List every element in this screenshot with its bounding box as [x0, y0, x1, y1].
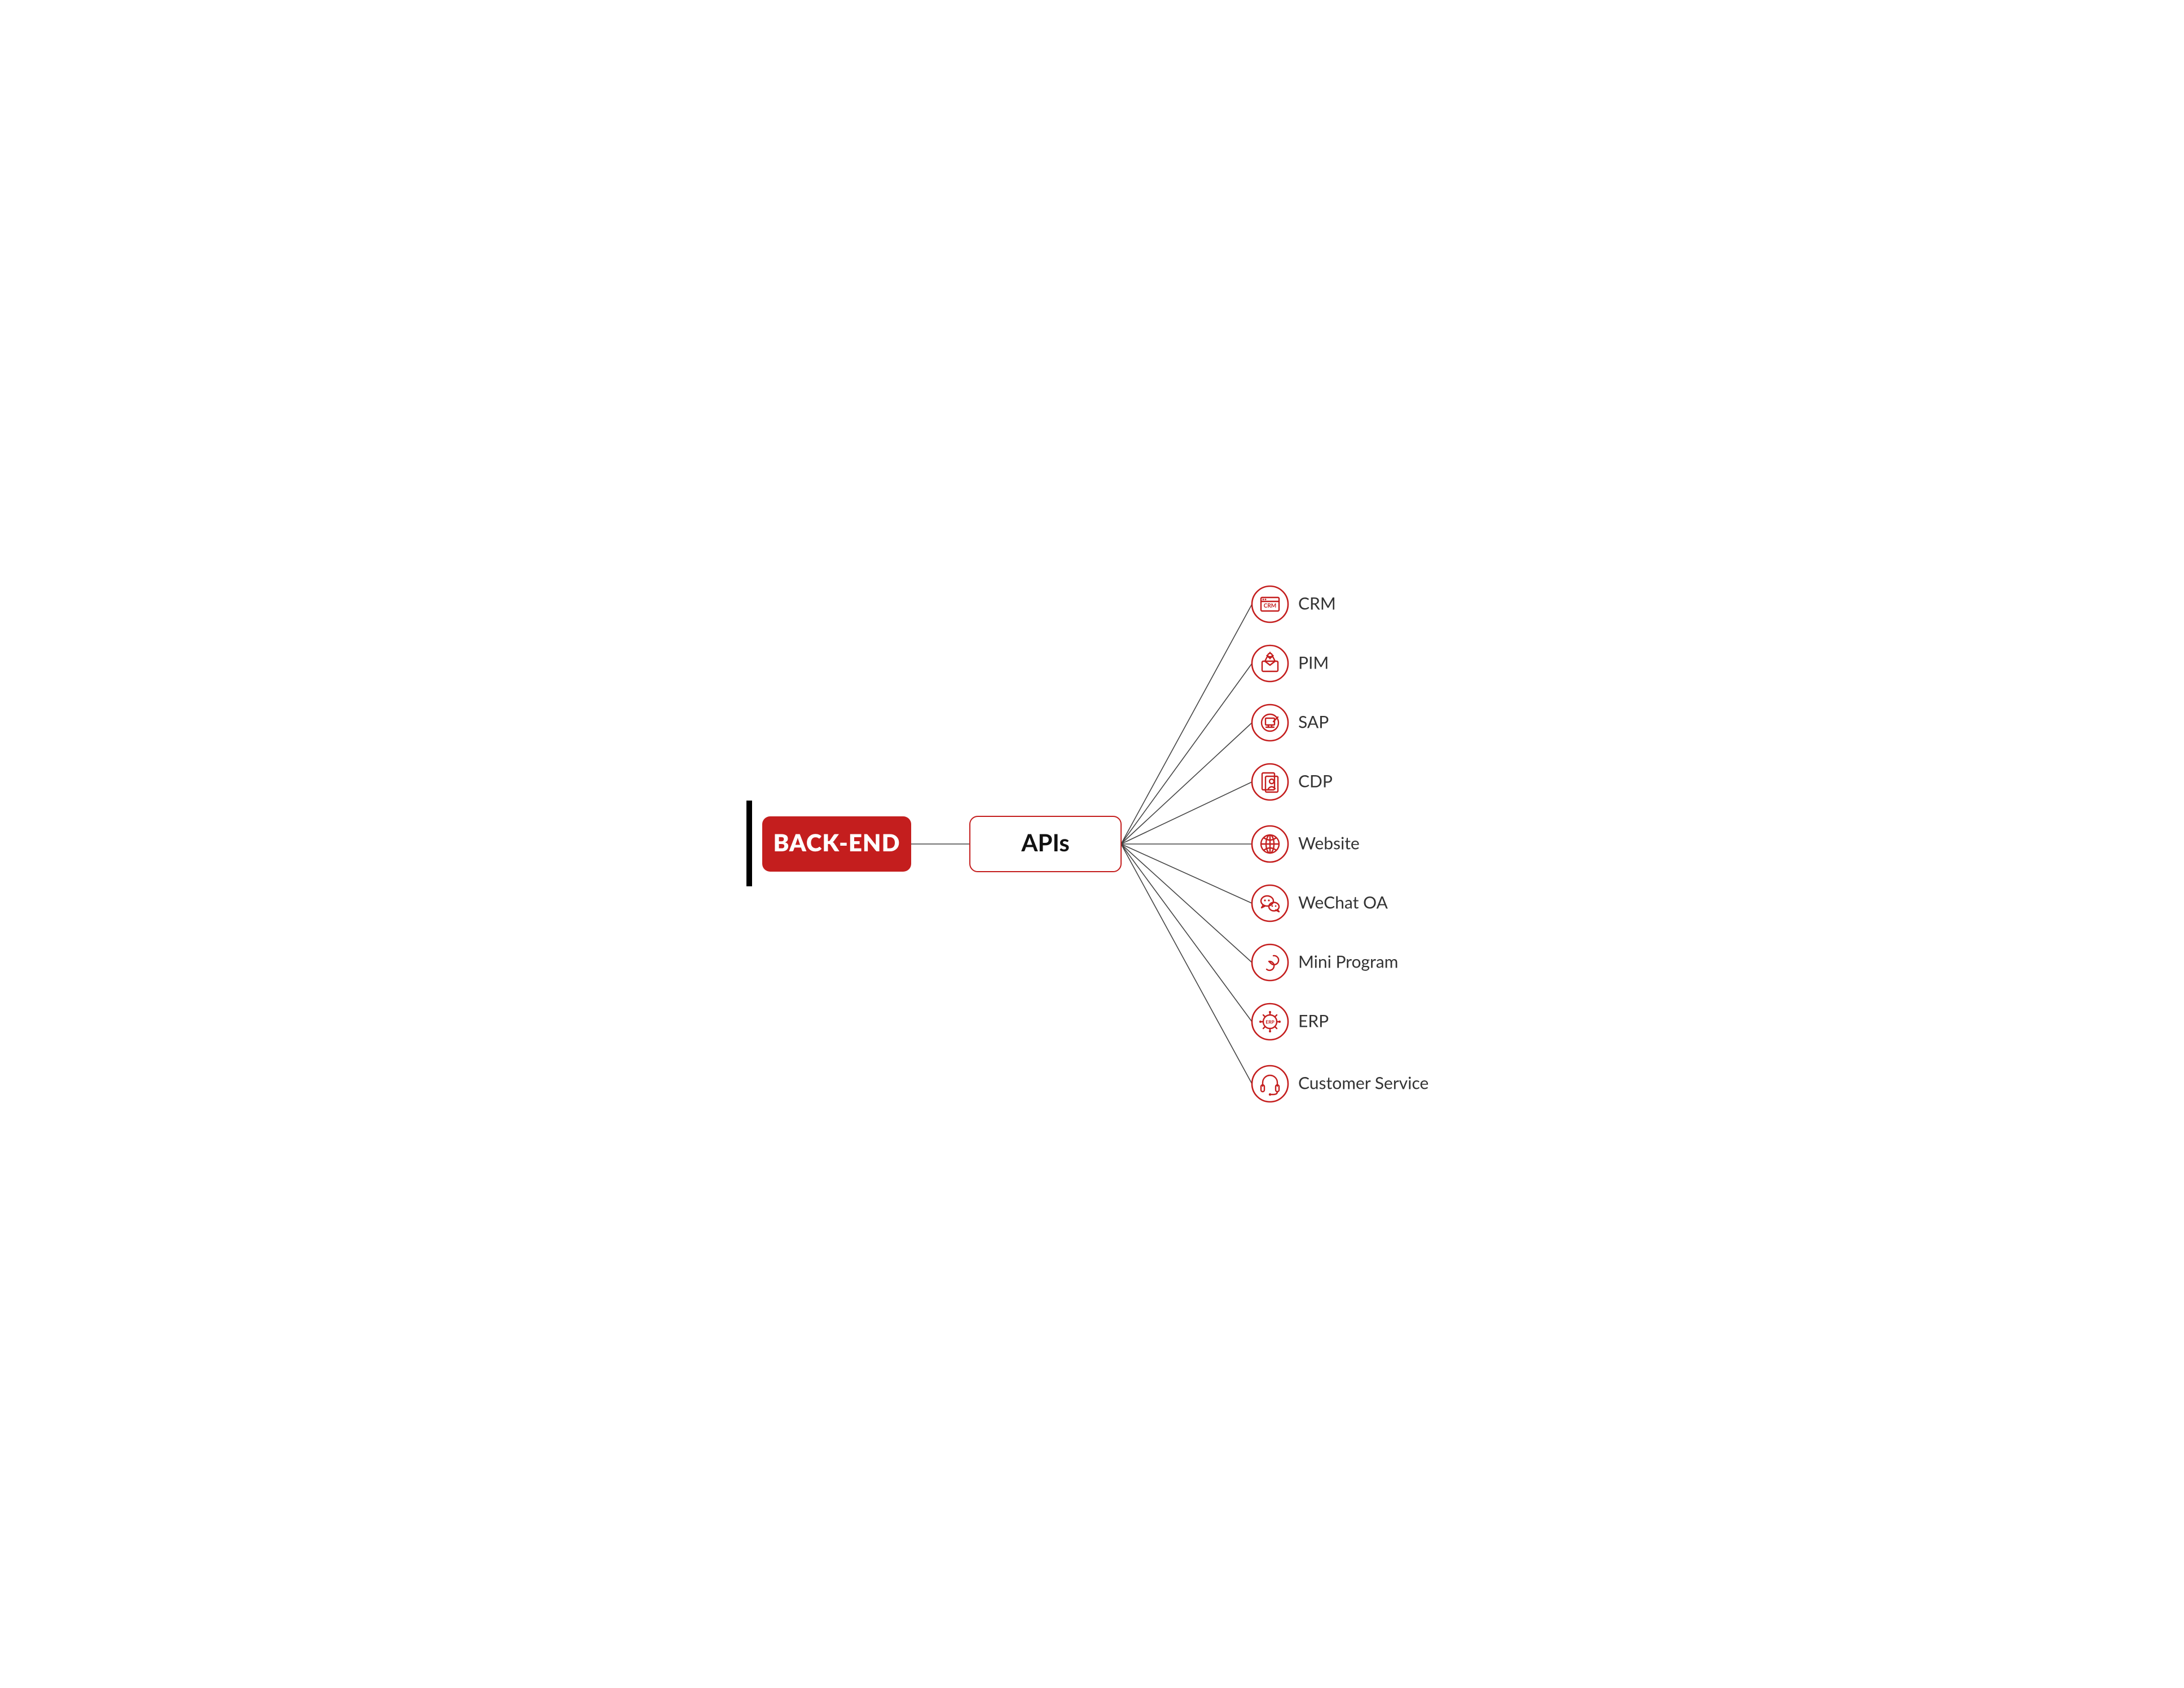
crm-label: CRM [1298, 593, 1336, 613]
service-node-crm: CRM CRM [1252, 586, 1336, 622]
apis-node: APIs [970, 816, 1121, 872]
edge-apis-pim [1121, 663, 1252, 844]
edge-apis-mini [1121, 844, 1252, 962]
mini-label: Mini Program [1298, 951, 1398, 972]
service-node-cs: Customer Service [1252, 1066, 1429, 1102]
cs-label: Customer Service [1298, 1072, 1429, 1093]
sap-icon [1252, 705, 1288, 741]
wechat-label: WeChat OA [1298, 892, 1388, 912]
cs-icon [1252, 1066, 1288, 1102]
apis-label: APIs [1021, 828, 1070, 856]
edge-apis-crm [1121, 604, 1252, 844]
service-node-cdp: CDP [1252, 764, 1333, 800]
sap-label: SAP [1298, 711, 1329, 732]
website-icon-glyph [1261, 835, 1279, 853]
edge-apis-sap [1121, 723, 1252, 844]
pim-label: PIM [1298, 652, 1329, 672]
pim-icon [1252, 645, 1288, 682]
backend-label: BACK-END [773, 828, 900, 856]
edge-apis-erp [1121, 844, 1252, 1022]
service-node-sap: SAP [1252, 705, 1329, 741]
erp-label: ERP [1298, 1010, 1329, 1031]
service-node-pim: PIM [1252, 645, 1329, 682]
backend-node: BACK-END [762, 816, 911, 872]
website-label: Website [1298, 833, 1360, 853]
service-node-mini: Mini Program [1252, 944, 1398, 981]
svg-text:ERP: ERP [1265, 1019, 1275, 1025]
svg-text:CRM: CRM [1264, 603, 1277, 609]
edge-apis-cs [1121, 844, 1252, 1084]
edge-apis-cdp [1121, 782, 1252, 844]
services-layer: CRM CRM PIM SAP CDP [1252, 586, 1429, 1102]
architecture-diagram: BACK-END APIs CRM CRM PIM [746, 577, 1438, 1111]
service-node-erp: ERP ERP [1252, 1004, 1329, 1040]
service-node-wechat: WeChat OA [1252, 885, 1388, 921]
edge-apis-wechat [1121, 844, 1252, 903]
left-edge-strip [746, 801, 752, 886]
cdp-label: CDP [1298, 771, 1333, 791]
service-node-website: Website [1252, 826, 1360, 862]
